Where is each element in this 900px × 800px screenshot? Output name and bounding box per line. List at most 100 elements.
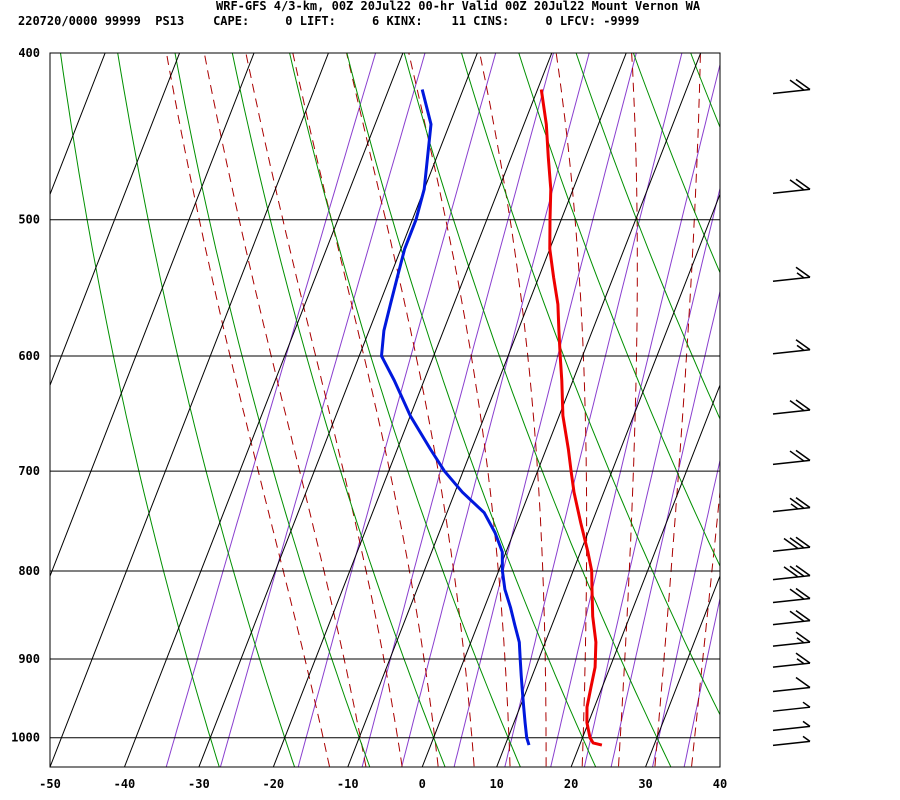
chart-title: WRF-GFS 4/3-km, 00Z 20Jul22 00-hr Valid … — [216, 0, 701, 13]
wind-barb — [772, 497, 811, 513]
dewpoint-profile-line — [380, 89, 531, 746]
wind-barb-staff — [772, 574, 811, 581]
wind-barb-flag — [795, 564, 811, 577]
moist-adiabat-line — [479, 53, 547, 767]
mixing-ratio-line — [219, 53, 426, 767]
moist-adiabat-line — [408, 53, 511, 767]
moist-adiabat-line — [727, 15, 820, 782]
mixing-ratio-line — [453, 53, 637, 767]
isotherm-line — [496, 192, 720, 767]
wind-barb-staff — [772, 597, 811, 604]
wind-barb-half-flag — [796, 637, 805, 644]
mixing-ratio-line — [165, 53, 377, 767]
mixing-ratio-line — [610, 289, 720, 767]
wind-barb — [772, 735, 811, 747]
wind-barb-flag — [795, 399, 811, 411]
wind-barb-flag — [795, 339, 811, 351]
mixing-ratio-lines — [165, 53, 720, 767]
x-tick-label: 30 — [638, 777, 652, 791]
y-tick-label: 600 — [18, 349, 40, 363]
moist-adiabat-line — [654, 53, 701, 767]
wind-barb-flag — [795, 610, 811, 622]
wind-barb-half-flag — [802, 720, 811, 728]
wind-barb-staff — [772, 276, 811, 282]
wind-barb-flag — [783, 566, 799, 578]
wind-barb — [772, 399, 811, 415]
wind-barb-flag — [789, 79, 805, 91]
x-tick-label: -40 — [114, 777, 136, 791]
wind-barb-flag — [795, 676, 811, 689]
wind-barb — [772, 720, 811, 732]
mixing-ratio-line — [297, 53, 497, 767]
x-tick-label: -10 — [337, 777, 359, 791]
wind-barb-staff — [772, 740, 811, 747]
x-tick-labels: -50 -40 -30 -20 -10 0 10 20 30 40 — [39, 777, 727, 791]
wind-barb — [772, 339, 811, 355]
wind-barb-half-flag — [790, 503, 799, 510]
wind-barb-flag — [795, 178, 811, 190]
dry-adiabat-line — [575, 53, 720, 421]
x-tick-label: -30 — [188, 777, 210, 791]
dry-adiabats — [59, 15, 900, 782]
wind-barb — [772, 676, 811, 693]
wind-barb-staff — [772, 725, 811, 732]
y-tick-label: 400 — [18, 46, 40, 60]
wind-barb-flag — [795, 266, 811, 278]
wind-barb-staff — [772, 188, 811, 194]
moist-adiabat-line — [245, 53, 403, 767]
dry-adiabat-line — [289, 53, 521, 767]
dry-adiabat-line — [174, 53, 371, 767]
wind-barb-staff — [772, 662, 811, 668]
x-tick-label: 10 — [489, 777, 503, 791]
y-tick-labels: 400 500 600 700 800 900 1000 — [11, 46, 40, 745]
wind-barb-half-flag — [796, 272, 805, 279]
dry-adiabat-line — [690, 53, 720, 129]
wind-barb-staff — [772, 619, 811, 626]
y-tick-label: 500 — [18, 213, 40, 227]
wind-barb — [772, 701, 811, 712]
wind-barb-flag — [789, 537, 805, 549]
wind-barbs — [772, 78, 811, 747]
wind-barb — [772, 178, 811, 194]
dry-adiabat-line — [117, 53, 296, 767]
dry-adiabat-line — [460, 53, 720, 716]
wind-barb — [772, 610, 811, 626]
x-tick-label: 40 — [713, 777, 727, 791]
moist-adiabat-line — [555, 53, 588, 767]
profile-series — [380, 89, 603, 747]
moist-adiabat-line — [292, 53, 439, 767]
moist-adiabat-line — [346, 53, 475, 767]
temperature-profile-line — [539, 89, 603, 747]
dry-adiabat-line — [789, 15, 900, 782]
moist-adiabats — [165, 15, 820, 782]
dry-adiabat-line — [518, 53, 720, 568]
wind-barb-flag — [795, 587, 811, 600]
mixing-ratio-line — [583, 186, 720, 767]
mixing-ratio-line — [683, 596, 720, 767]
moist-adiabat-line — [690, 486, 720, 767]
isotherm-line — [645, 574, 720, 767]
x-tick-label: -20 — [262, 777, 284, 791]
dry-adiabat-line — [632, 53, 720, 274]
moist-adiabat-line — [203, 53, 367, 767]
wind-barb-flag — [795, 449, 811, 462]
wind-barb-flag — [789, 400, 805, 412]
wind-barb-staff — [772, 506, 811, 513]
wind-barb-flag — [795, 652, 811, 664]
wind-barb — [772, 587, 811, 604]
wind-barb-staff — [772, 409, 811, 415]
wind-barb-half-flag — [796, 658, 805, 665]
y-tick-label: 900 — [18, 652, 40, 666]
sounding-indices: 220720/0000 99999 PS13 CAPE: 0 LIFT: 6 K… — [18, 14, 640, 28]
wind-barb-flag — [789, 179, 805, 191]
dry-adiabat-line — [733, 15, 900, 782]
mixing-ratio-line — [550, 62, 720, 767]
wind-barb-staff — [772, 348, 811, 355]
isotherm-line — [123, 53, 404, 767]
isotherm-line — [50, 53, 181, 387]
wind-barb-half-flag — [802, 735, 811, 743]
moist-adiabat-line — [617, 53, 638, 767]
isotherm-line — [570, 383, 720, 767]
wind-barb-flag — [795, 631, 811, 643]
